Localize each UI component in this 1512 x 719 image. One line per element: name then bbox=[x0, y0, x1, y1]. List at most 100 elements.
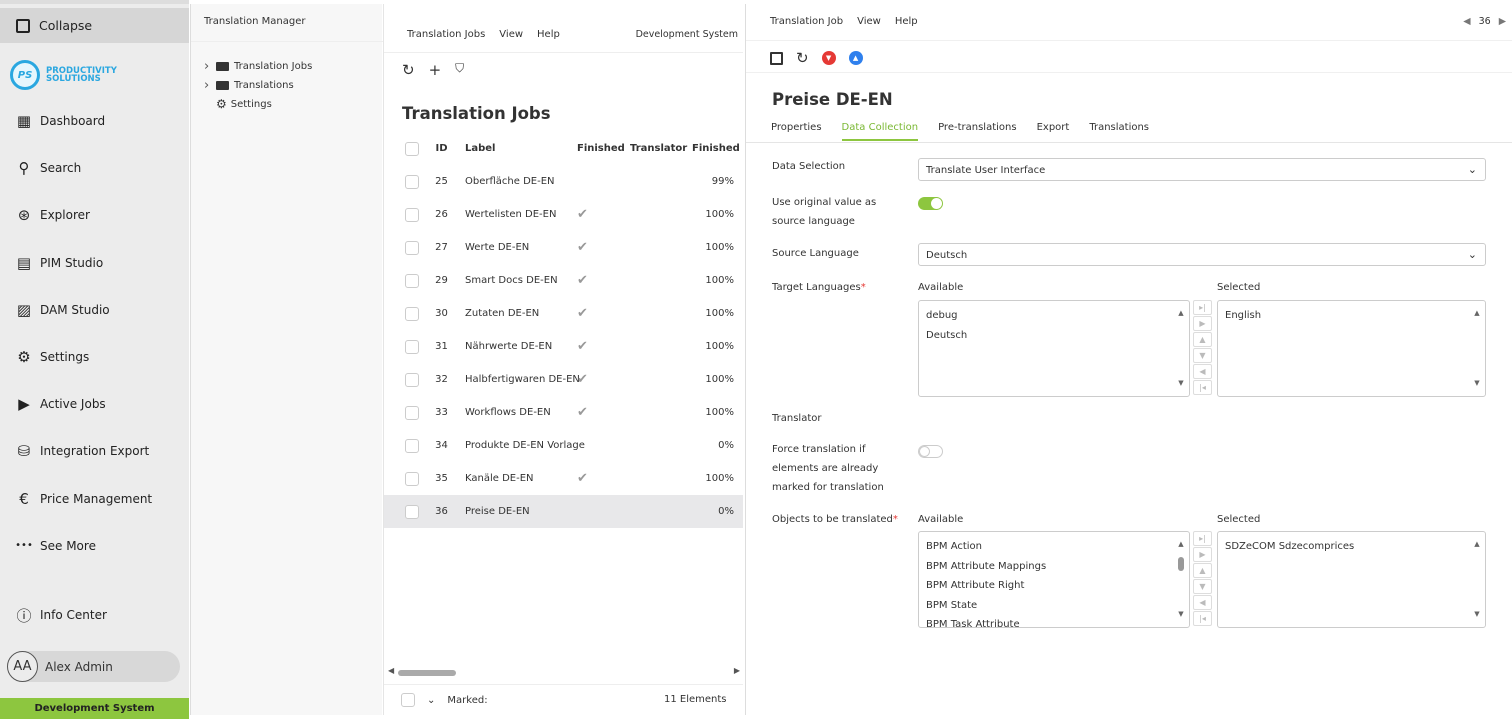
row-label: Workflows DE-EN bbox=[465, 407, 551, 418]
sidebar-item-search[interactable]: ⚲ Search bbox=[0, 153, 189, 183]
move-all-left-icon[interactable]: |◂ bbox=[1193, 380, 1212, 395]
list-option[interactable]: BPM Attribute Right bbox=[926, 580, 1025, 591]
row-checkbox[interactable] bbox=[405, 207, 419, 222]
row-checkbox[interactable] bbox=[405, 405, 419, 420]
menu-view[interactable]: View bbox=[857, 16, 881, 27]
list-scrollbar[interactable]: ▲ ▼ bbox=[1474, 540, 1480, 618]
data-selection-dropdown[interactable]: Translate User Interface ⌄ bbox=[918, 158, 1486, 181]
list-option[interactable]: BPM State bbox=[926, 599, 978, 611]
sidebar-item-pim-studio[interactable]: ▤ PIM Studio bbox=[0, 248, 189, 278]
revert-icon[interactable]: ↻ bbox=[796, 49, 809, 67]
move-all-right-icon[interactable]: ▸| bbox=[1193, 531, 1212, 546]
sidebar-item-integration-export[interactable]: ⛁ Integration Export bbox=[0, 436, 189, 466]
row-id: 29 bbox=[435, 275, 448, 286]
row-progress: 100% bbox=[705, 242, 734, 253]
add-icon[interactable]: + bbox=[428, 61, 442, 79]
tree-item[interactable]: › Translations bbox=[204, 77, 294, 93]
move-up-icon[interactable]: ▲ bbox=[848, 51, 863, 65]
table-row[interactable]: 30 Zutaten DE-EN ✔ 100% bbox=[384, 297, 743, 330]
sidebar-item-settings[interactable]: ⚙ Settings bbox=[0, 342, 189, 372]
move-down-icon[interactable]: ▼ bbox=[821, 51, 836, 65]
table-row[interactable]: 31 Nährwerte DE-EN ✔ 100% bbox=[384, 330, 743, 363]
select-all-checkbox[interactable] bbox=[405, 141, 419, 156]
move-down-icon[interactable]: ▼ bbox=[1193, 348, 1212, 363]
table-row[interactable]: 25 Oberfläche DE-EN 99% bbox=[384, 165, 743, 198]
user-menu[interactable]: AA Alex Admin bbox=[7, 651, 180, 682]
list-option[interactable]: Deutsch bbox=[926, 329, 968, 341]
tab-translations[interactable]: Translations bbox=[1089, 122, 1150, 133]
menu-translation-jobs[interactable]: Translation Jobs bbox=[407, 29, 486, 40]
table-row[interactable]: 33 Workflows DE-EN ✔ 100% bbox=[384, 396, 743, 429]
tab-export[interactable]: Export bbox=[1036, 122, 1070, 133]
tree-item[interactable]: › Translation Jobs bbox=[204, 58, 312, 74]
sidebar-item-info-center[interactable]: ⓘ Info Center bbox=[16, 606, 107, 625]
table-row[interactable]: 32 Halbfertigwaren DE-EN ✔ 100% bbox=[384, 363, 743, 396]
list-scrollbar[interactable]: ▲ ▼ bbox=[1178, 309, 1184, 387]
move-up-icon[interactable]: ▲ bbox=[1193, 332, 1212, 347]
tab-data-collection[interactable]: Data Collection bbox=[841, 122, 919, 141]
list-scrollbar[interactable]: ▲ ▼ bbox=[1178, 540, 1184, 618]
refresh-icon[interactable]: ↻ bbox=[402, 61, 415, 79]
row-checkbox[interactable] bbox=[405, 339, 419, 354]
move-all-left-icon[interactable]: |◂ bbox=[1193, 611, 1212, 626]
collapse-button[interactable]: Collapse bbox=[0, 8, 189, 43]
save-icon[interactable] bbox=[770, 51, 783, 65]
tab-properties[interactable]: Properties bbox=[771, 122, 822, 133]
list-option[interactable]: BPM Attribute Mappings bbox=[926, 560, 1047, 572]
table-row[interactable]: 36 Preise DE-EN 0% bbox=[384, 495, 743, 528]
list-option[interactable]: debug bbox=[926, 310, 958, 321]
list-option[interactable]: SDZeCOM Sdzecomprices bbox=[1225, 541, 1355, 552]
objects-selected-list[interactable]: SDZeCOM Sdzecomprices ▲ ▼ bbox=[1217, 531, 1486, 628]
sidebar-item-price-management[interactable]: € Price Management bbox=[0, 484, 189, 514]
check-icon: ✔ bbox=[577, 339, 588, 354]
row-checkbox[interactable] bbox=[405, 306, 419, 321]
explorer-icon: ⊛ bbox=[17, 206, 31, 225]
row-checkbox[interactable] bbox=[405, 240, 419, 255]
sidebar-item-explorer[interactable]: ⊛ Explorer bbox=[0, 200, 189, 230]
marked-checkbox[interactable] bbox=[401, 693, 415, 707]
menu-translation-job[interactable]: Translation Job bbox=[770, 16, 844, 27]
menu-view[interactable]: View bbox=[499, 29, 524, 40]
next-icon[interactable]: ▶ bbox=[1498, 16, 1506, 27]
move-right-icon[interactable]: ▶ bbox=[1193, 316, 1212, 331]
use-original-toggle[interactable] bbox=[918, 197, 943, 210]
move-up-icon[interactable]: ▲ bbox=[1193, 563, 1212, 578]
move-left-icon[interactable]: ◀ bbox=[1193, 595, 1212, 610]
target-available-list[interactable]: debug Deutsch ▲ ▼ bbox=[918, 300, 1190, 397]
source-language-dropdown[interactable]: Deutsch ⌄ bbox=[918, 243, 1486, 266]
row-checkbox[interactable] bbox=[405, 504, 419, 519]
filter-icon[interactable]: ⛉ bbox=[455, 61, 465, 75]
row-checkbox[interactable] bbox=[405, 174, 419, 189]
sidebar-item-dam-studio[interactable]: ▨ DAM Studio bbox=[0, 295, 189, 325]
move-all-right-icon[interactable]: ▸| bbox=[1193, 300, 1212, 315]
move-down-icon[interactable]: ▼ bbox=[1193, 579, 1212, 594]
table-row[interactable]: 29 Smart Docs DE-EN ✔ 100% bbox=[384, 264, 743, 297]
row-checkbox[interactable] bbox=[405, 372, 419, 387]
horizontal-scrollbar[interactable]: ◀ ▶ bbox=[388, 666, 740, 676]
sidebar-item-active-jobs[interactable]: ▶ Active Jobs bbox=[0, 389, 189, 419]
sidebar-item-see-more[interactable]: ••• See More bbox=[0, 531, 189, 561]
move-left-icon[interactable]: ◀ bbox=[1193, 364, 1212, 379]
target-selected-list[interactable]: English ▲ ▼ bbox=[1217, 300, 1486, 397]
chevron-down-icon[interactable]: ⌄ bbox=[427, 694, 436, 706]
force-translation-toggle[interactable] bbox=[918, 445, 943, 458]
tree-item[interactable]: ⚙ Settings bbox=[204, 96, 272, 112]
list-option[interactable]: BPM Task Attribute bbox=[926, 619, 1020, 628]
table-row[interactable]: 26 Wertelisten DE-EN ✔ 100% bbox=[384, 198, 743, 231]
move-right-icon[interactable]: ▶ bbox=[1193, 547, 1212, 562]
row-checkbox[interactable] bbox=[405, 438, 419, 453]
table-row[interactable]: 34 Produkte DE-EN Vorlage 0% bbox=[384, 429, 743, 462]
menu-help[interactable]: Help bbox=[537, 29, 560, 40]
previous-icon[interactable]: ◀ bbox=[1463, 16, 1471, 27]
sidebar-item-dashboard[interactable]: ▦ Dashboard bbox=[0, 106, 189, 136]
list-option[interactable]: English bbox=[1225, 310, 1262, 321]
row-checkbox[interactable] bbox=[405, 273, 419, 288]
row-checkbox[interactable] bbox=[405, 471, 419, 486]
table-row[interactable]: 27 Werte DE-EN ✔ 100% bbox=[384, 231, 743, 264]
tab-pre-translations[interactable]: Pre-translations bbox=[938, 122, 1017, 133]
list-scrollbar[interactable]: ▲ ▼ bbox=[1474, 309, 1480, 387]
objects-available-list[interactable]: BPM Action BPM Attribute Mappings BPM Attr… bbox=[918, 531, 1190, 628]
table-row[interactable]: 35 Kanäle DE-EN ✔ 100% bbox=[384, 462, 743, 495]
list-option[interactable]: BPM Action bbox=[926, 541, 983, 552]
menu-help[interactable]: Help bbox=[894, 16, 918, 27]
